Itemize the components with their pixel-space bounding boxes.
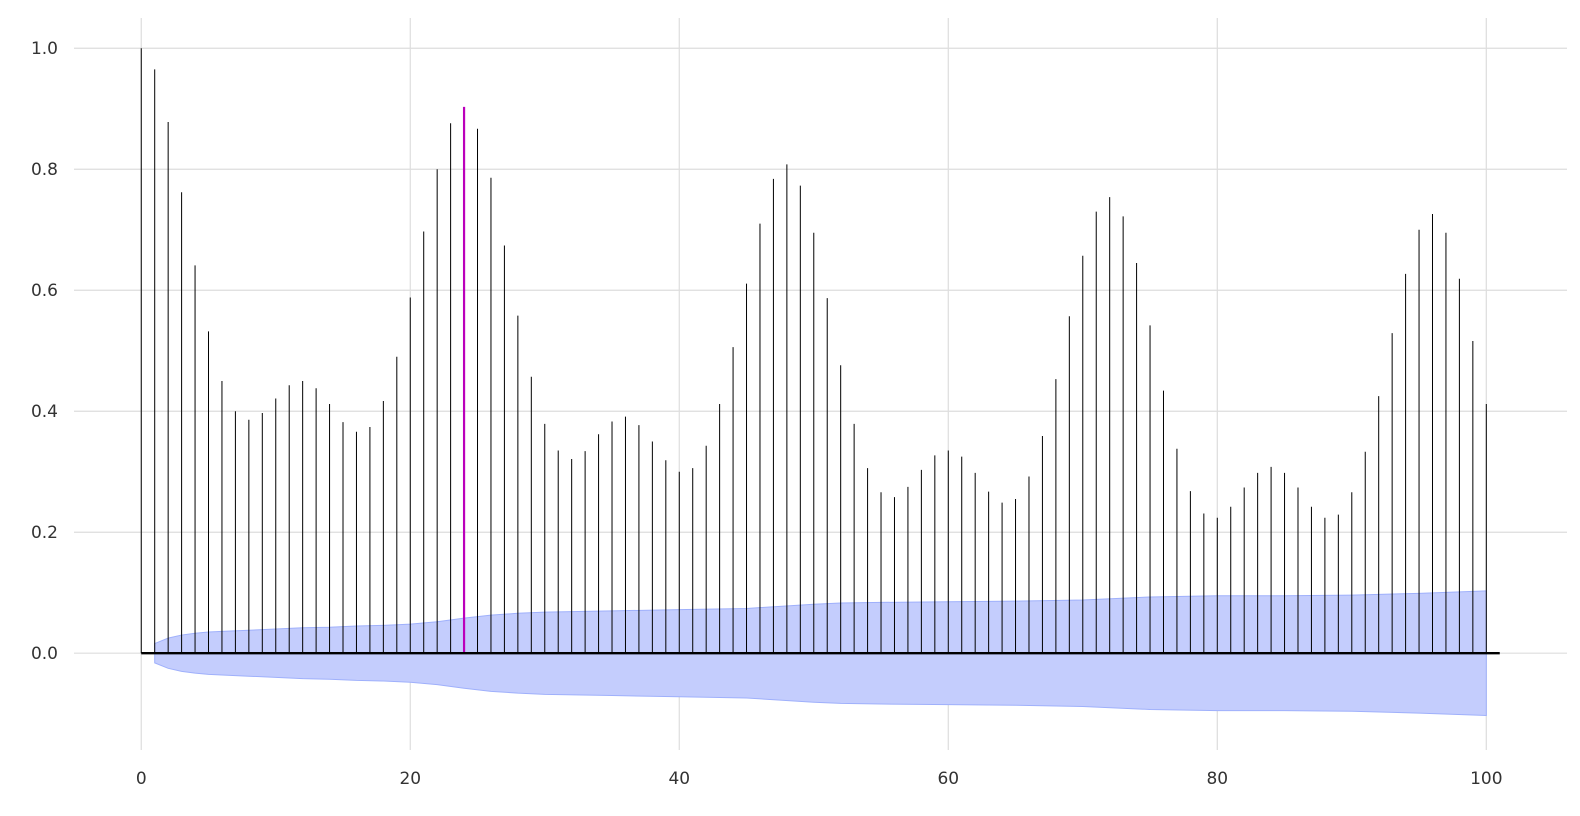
x-tick-label: 40 (668, 769, 690, 789)
x-tick-label: 100 (1470, 769, 1502, 789)
x-tick-label: 0 (136, 769, 147, 789)
y-axis-ticks: 0.0 0.2 0.4 0.6 0.8 1.0 (31, 39, 58, 664)
y-tick-label: 0.4 (31, 402, 58, 422)
stem-series (140, 48, 1487, 654)
x-tick-label: 60 (937, 769, 959, 789)
y-tick-label: 0.8 (31, 160, 58, 180)
y-tick-label: 0.2 (31, 523, 58, 543)
y-tick-label: 1.0 (31, 39, 58, 59)
x-tick-label: 80 (1206, 769, 1228, 789)
y-tick-label: 0.6 (31, 281, 58, 301)
y-tick-label: 0.0 (31, 644, 58, 664)
x-tick-label: 20 (399, 769, 421, 789)
x-axis-ticks: 0 20 40 60 80 100 (136, 769, 1503, 789)
